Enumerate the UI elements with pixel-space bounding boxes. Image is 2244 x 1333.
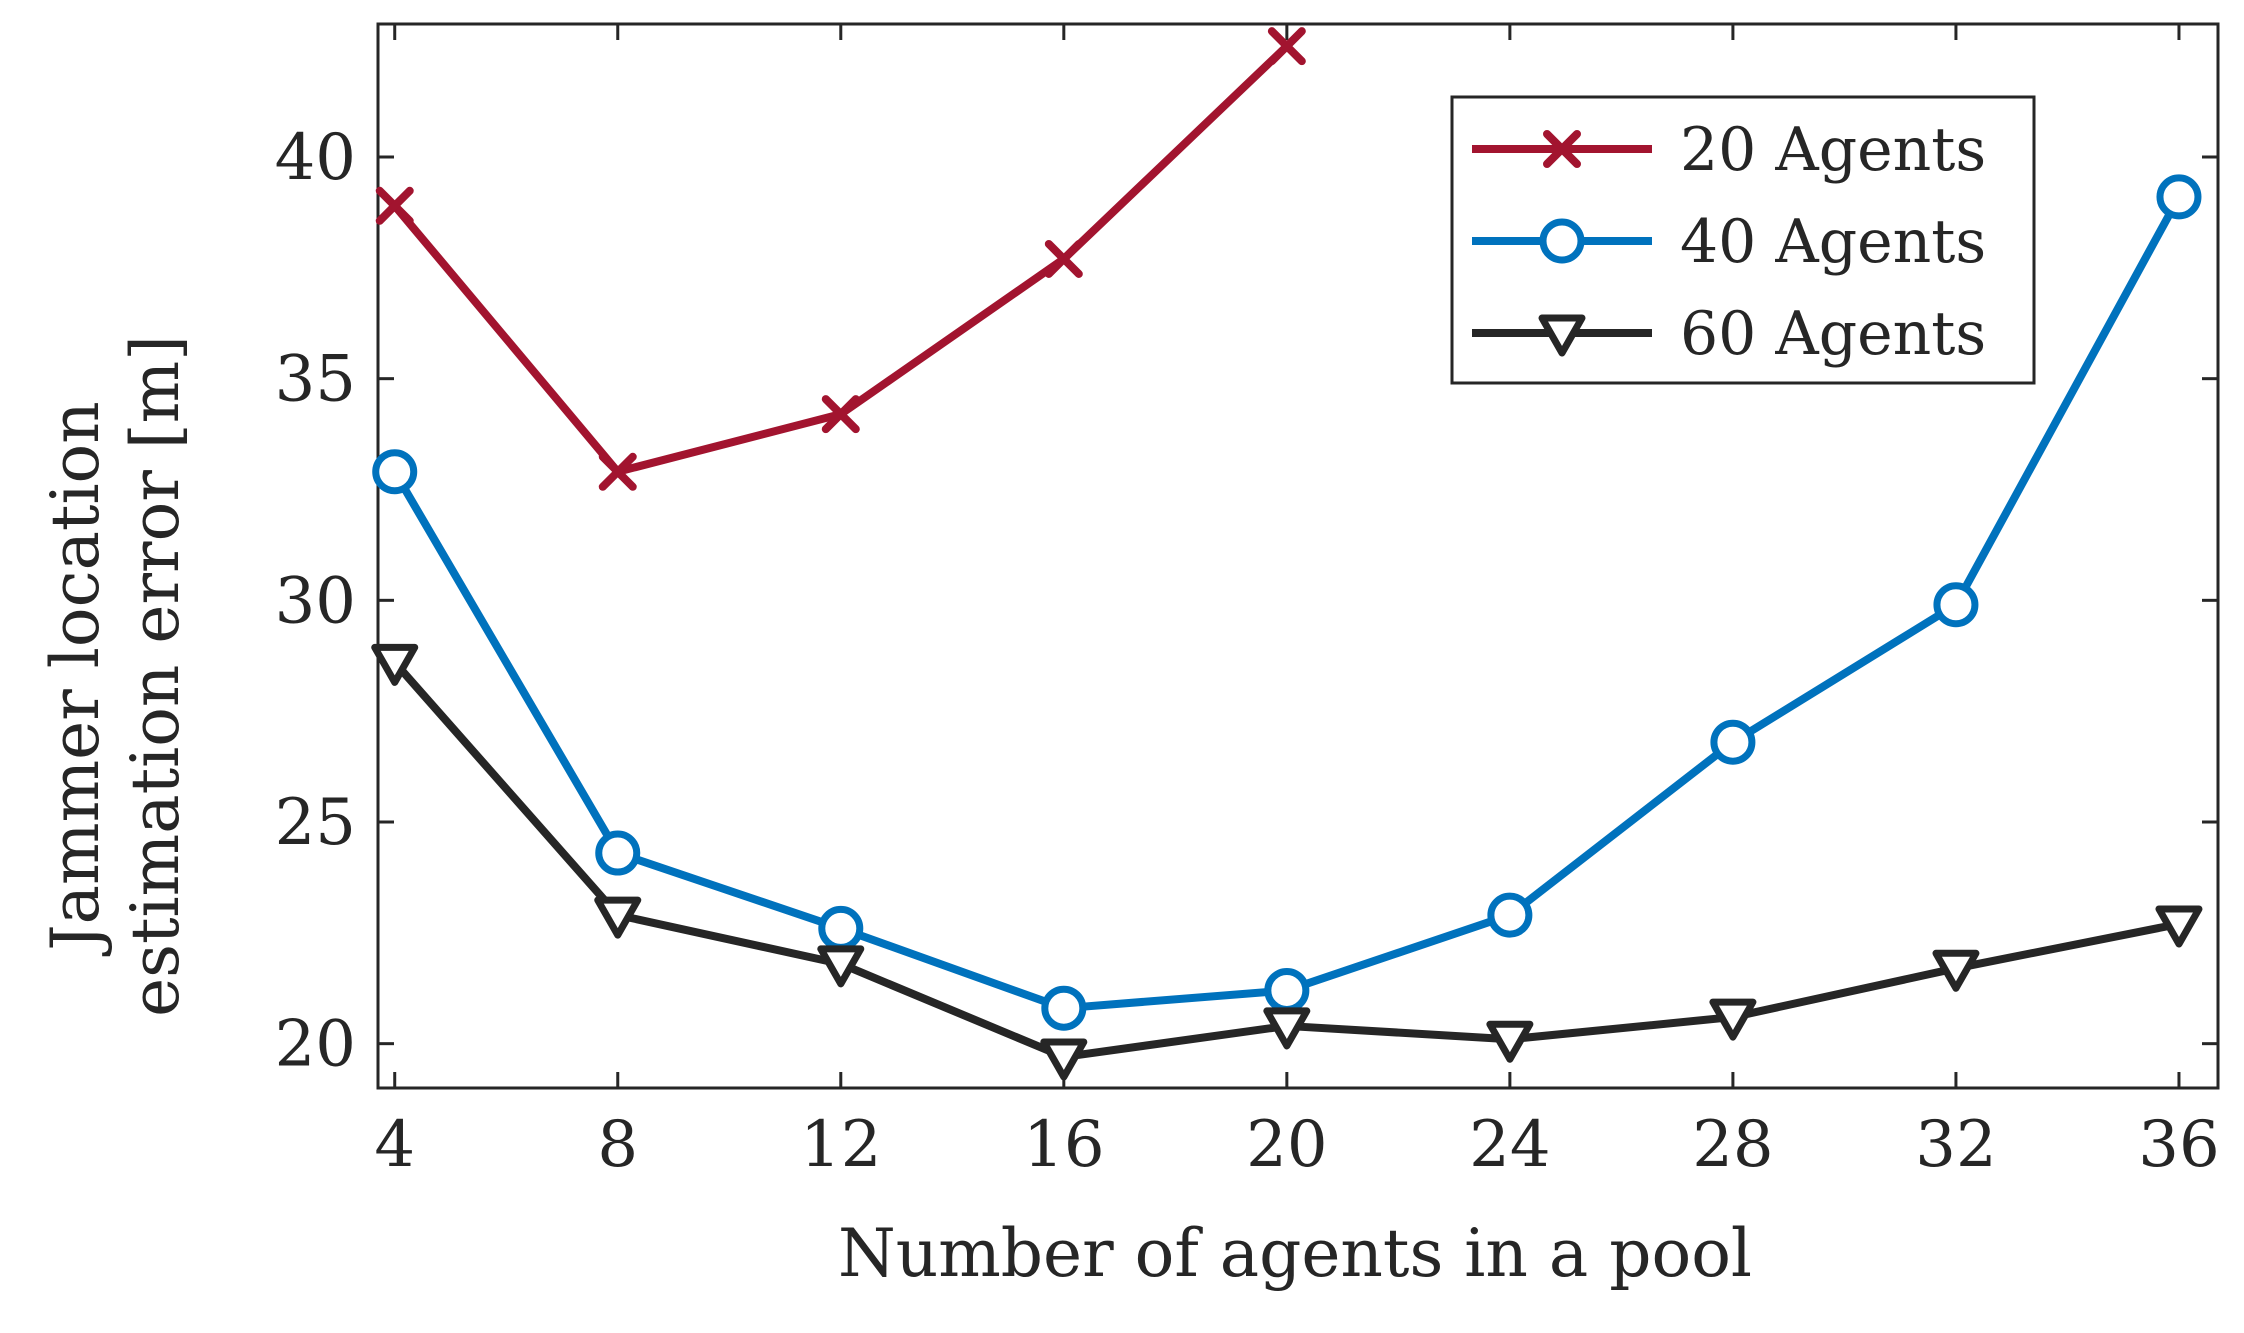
data-point-20-agents bbox=[821, 395, 860, 434]
legend: 20 Agents 40 Agents 60 Agents bbox=[1450, 95, 2036, 385]
data-point-60-agents bbox=[1486, 1020, 1534, 1063]
x-tick-label: 32 bbox=[1915, 1108, 1996, 1182]
data-point-60-agents bbox=[1263, 1007, 1311, 1050]
y-axis-title-line-1: Jammer location bbox=[37, 401, 114, 957]
data-point-60-agents bbox=[1709, 998, 1757, 1041]
x-tick-label: 12 bbox=[800, 1108, 881, 1182]
marker-stroke bbox=[1044, 239, 1083, 278]
legend-label: 40 Agents bbox=[1680, 207, 1986, 277]
series-layer bbox=[371, 27, 2203, 1081]
data-point-60-agents bbox=[817, 945, 865, 988]
data-point-40-agents bbox=[2156, 174, 2202, 220]
legend-label: 60 Agents bbox=[1680, 299, 1986, 369]
legend-marker bbox=[1543, 130, 1581, 168]
data-point-40-agents bbox=[1933, 582, 1979, 628]
data-point-40-agents bbox=[1710, 719, 1756, 765]
y-tick-label: 35 bbox=[275, 343, 356, 417]
series-20-agents bbox=[375, 27, 1306, 491]
data-point-20-agents bbox=[1267, 27, 1306, 66]
data-point-60-agents bbox=[371, 643, 419, 686]
y-axis-title-line-2: estimation error [m] bbox=[117, 335, 194, 1017]
series-line-20-agents bbox=[391, 43, 1290, 476]
y-tick-label: 20 bbox=[275, 1008, 356, 1082]
data-point-60-agents bbox=[1932, 949, 1980, 992]
legend-marker bbox=[1539, 218, 1585, 264]
y-tick-label: 40 bbox=[275, 121, 356, 195]
marker-stroke bbox=[821, 395, 860, 434]
series-40-agents bbox=[372, 174, 2202, 1031]
legend-entry-20-agents: 20 Agents bbox=[1472, 115, 1986, 185]
data-point-60-agents bbox=[1040, 1038, 1088, 1081]
plot-area-frame bbox=[376, 22, 2220, 1090]
x-tick-label: 8 bbox=[597, 1108, 638, 1182]
data-point-20-agents bbox=[598, 452, 637, 491]
data-point-60-agents bbox=[2155, 905, 2203, 948]
data-point-20-agents bbox=[1044, 239, 1083, 278]
data-point-20-agents bbox=[375, 186, 414, 225]
x-tick-label: 24 bbox=[1469, 1108, 1550, 1182]
marker-stroke bbox=[1543, 130, 1581, 168]
legend-entry-40-agents: 40 Agents bbox=[1472, 207, 1986, 277]
data-point-40-agents bbox=[1041, 985, 1087, 1031]
legend-entry-60-agents: 60 Agents bbox=[1472, 299, 1986, 369]
x-tick-label: 36 bbox=[2138, 1108, 2219, 1182]
series-60-agents bbox=[371, 643, 2203, 1081]
data-point-40-agents bbox=[595, 830, 641, 876]
marker-stroke bbox=[598, 452, 637, 491]
x-axis-title: Number of agents in a pool bbox=[838, 1215, 1752, 1292]
x-tick-label: 16 bbox=[1023, 1108, 1104, 1182]
x-tick-label: 4 bbox=[374, 1108, 415, 1182]
data-point-60-agents bbox=[594, 896, 642, 939]
legend-marker bbox=[1538, 314, 1586, 357]
legend-label: 20 Agents bbox=[1680, 115, 1986, 185]
data-point-40-agents bbox=[1487, 892, 1533, 938]
marker-stroke bbox=[375, 186, 414, 225]
axes-layer: 4 8 12 16 20 24 28 32 36 20 25 30 35 40 bbox=[275, 22, 2220, 1182]
data-point-40-agents bbox=[1264, 967, 1310, 1013]
y-tick-label: 30 bbox=[275, 564, 356, 638]
x-tick-label: 28 bbox=[1692, 1108, 1773, 1182]
data-point-40-agents bbox=[818, 905, 864, 951]
y-tick-label: 25 bbox=[275, 786, 356, 860]
x-tick-label: 20 bbox=[1246, 1108, 1327, 1182]
marker-stroke bbox=[1267, 27, 1306, 66]
data-point-40-agents bbox=[372, 449, 418, 495]
